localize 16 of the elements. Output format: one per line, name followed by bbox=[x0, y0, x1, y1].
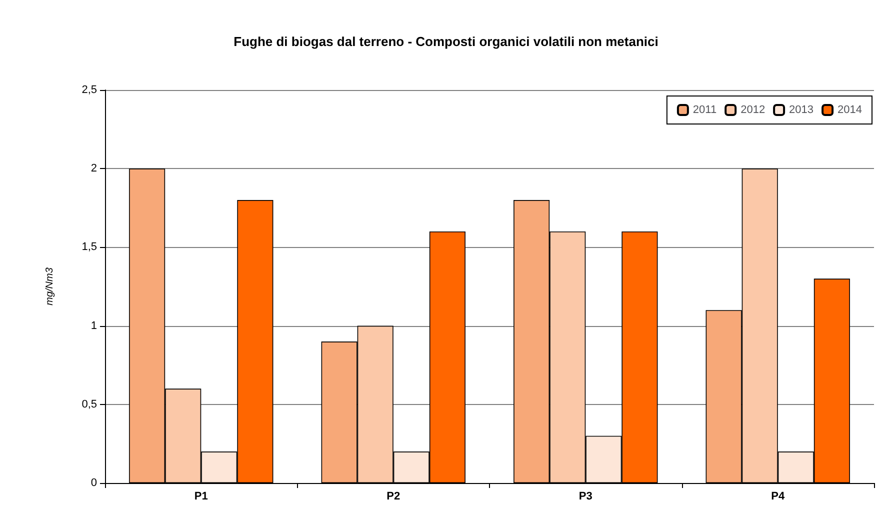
y-tick-label: 0 bbox=[90, 477, 97, 489]
legend-label: 2011 bbox=[692, 104, 717, 116]
y-tick-label: 2,5 bbox=[82, 84, 97, 96]
y-axis-title: mg/Nm3 bbox=[44, 267, 56, 306]
chart-title: Fughe di biogas dal terreno - Composti organici volatili non metanici bbox=[234, 34, 658, 49]
legend-label: 2014 bbox=[838, 104, 862, 116]
y-tick-label: 2 bbox=[90, 162, 97, 175]
x-tick-label: P3 bbox=[578, 490, 592, 502]
x-tick-label: P2 bbox=[386, 490, 400, 502]
legend-label: 2013 bbox=[789, 104, 814, 116]
y-tick-label: 0,5 bbox=[82, 398, 97, 410]
y-tick-label: 1,5 bbox=[82, 241, 97, 254]
x-tick-label: P1 bbox=[194, 490, 208, 502]
x-tick-label: P4 bbox=[771, 490, 786, 502]
legend-label: 2012 bbox=[740, 104, 766, 116]
y-tick-label: 1 bbox=[90, 320, 97, 332]
